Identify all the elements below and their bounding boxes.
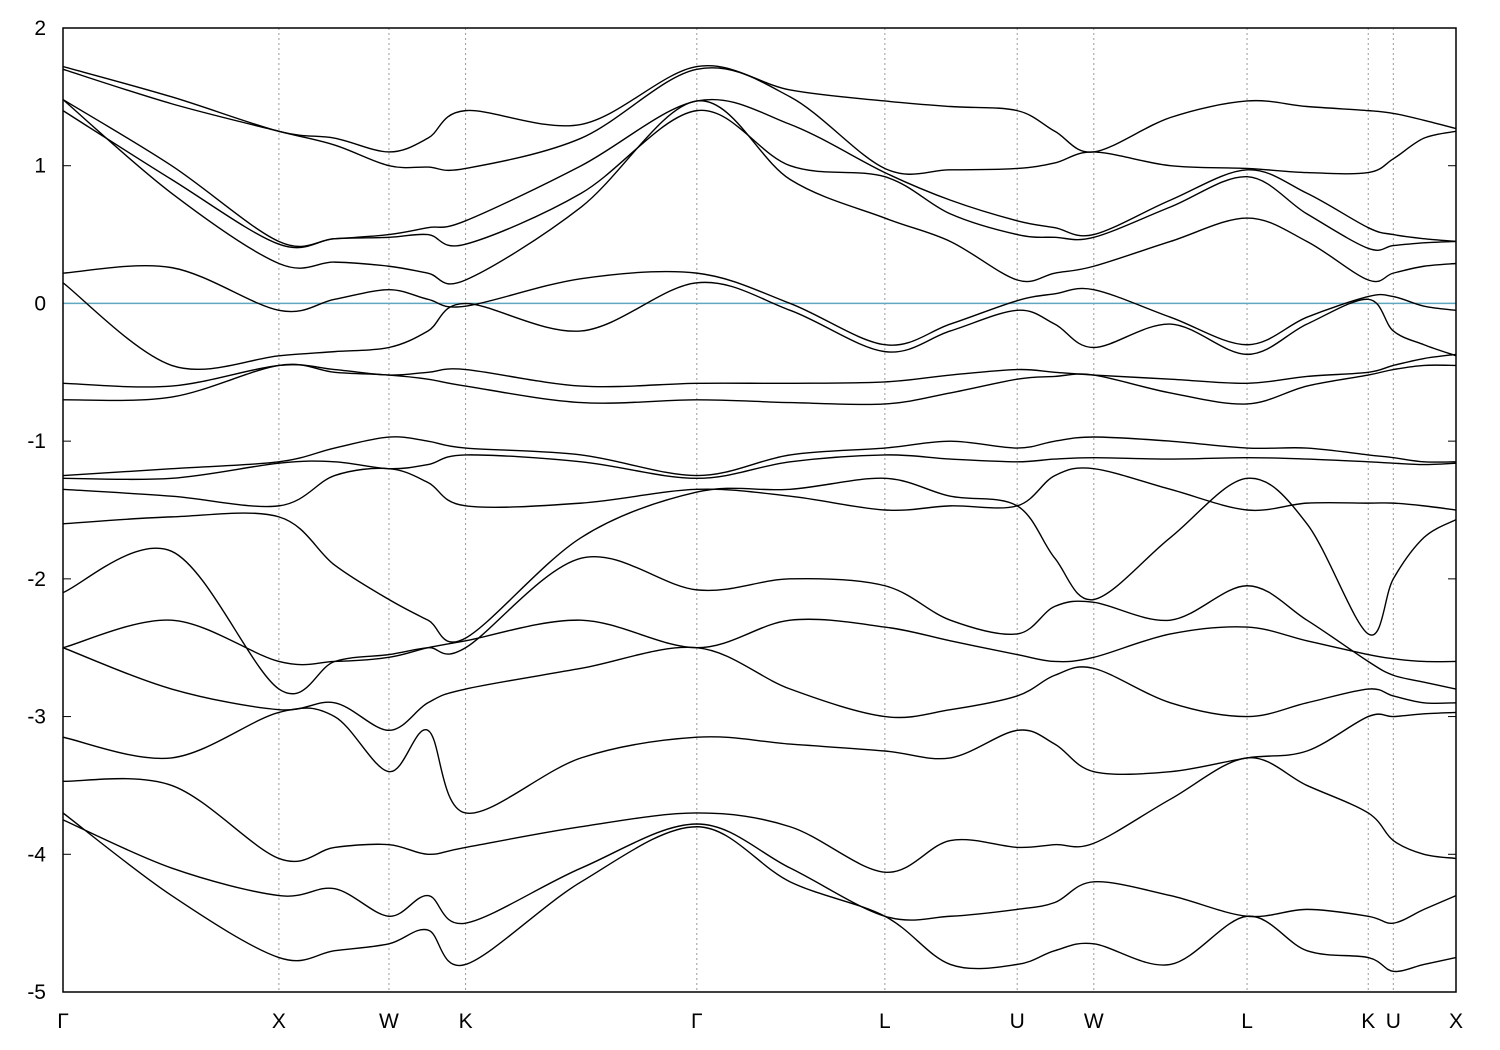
band-line	[63, 547, 1456, 695]
x-tick-label: W	[1084, 1010, 1104, 1033]
plot-frame	[62, 27, 1457, 993]
band-line	[63, 265, 1456, 346]
x-tick-label: Γ	[691, 1010, 703, 1033]
band-line	[63, 477, 1456, 643]
band-line	[63, 812, 1456, 973]
band-line	[63, 618, 1456, 666]
band-line	[63, 707, 1456, 814]
band-line	[63, 467, 1456, 512]
x-tick-label: Γ	[57, 1010, 69, 1033]
band-line	[63, 64, 1456, 153]
band-line	[63, 454, 1456, 481]
y-tick-label: -1	[27, 430, 46, 453]
x-tick-label: U	[1386, 1010, 1401, 1033]
x-tick-label: U	[1010, 1010, 1025, 1033]
y-tick-label: 0	[34, 292, 46, 315]
x-tick-label: X	[272, 1010, 286, 1033]
band-line	[63, 99, 1456, 285]
x-tick-label: W	[379, 1010, 399, 1033]
x-tick-label: K	[459, 1010, 473, 1033]
band-line	[63, 646, 1456, 732]
band-line	[63, 436, 1456, 477]
y-tick-label: -2	[27, 568, 46, 591]
y-tick-label: 1	[34, 155, 46, 178]
band-line	[63, 67, 1456, 175]
band-line	[63, 281, 1456, 370]
y-tick-label: -3	[27, 706, 46, 729]
bands	[63, 64, 1456, 973]
band-line	[63, 363, 1456, 406]
band-line	[63, 353, 1456, 388]
x-tick-label: L	[879, 1010, 891, 1033]
band-line	[63, 109, 1456, 251]
y-tick-label: -5	[27, 981, 46, 1004]
y-tick-label: 2	[34, 17, 46, 40]
x-tick-label: K	[1361, 1010, 1375, 1033]
x-tick-label: X	[1449, 1010, 1463, 1033]
x-tick-label: L	[1241, 1010, 1253, 1033]
y-tick-label: -4	[27, 843, 46, 866]
band-line	[63, 757, 1456, 873]
